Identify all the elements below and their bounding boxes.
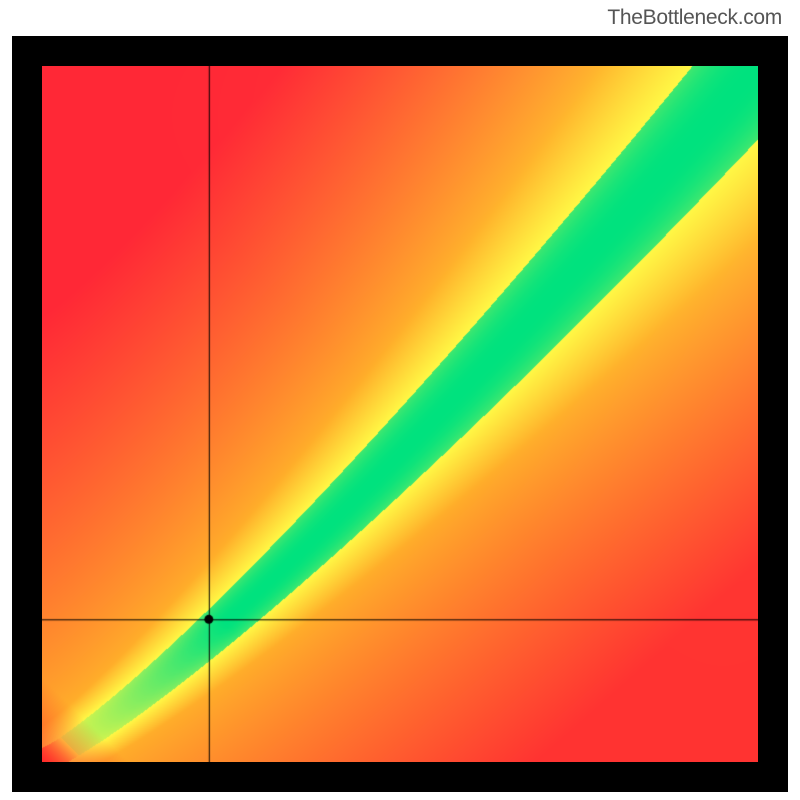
chart-border xyxy=(12,36,788,792)
bottleneck-heatmap xyxy=(42,66,758,762)
watermark-text: TheBottleneck.com xyxy=(607,6,782,30)
